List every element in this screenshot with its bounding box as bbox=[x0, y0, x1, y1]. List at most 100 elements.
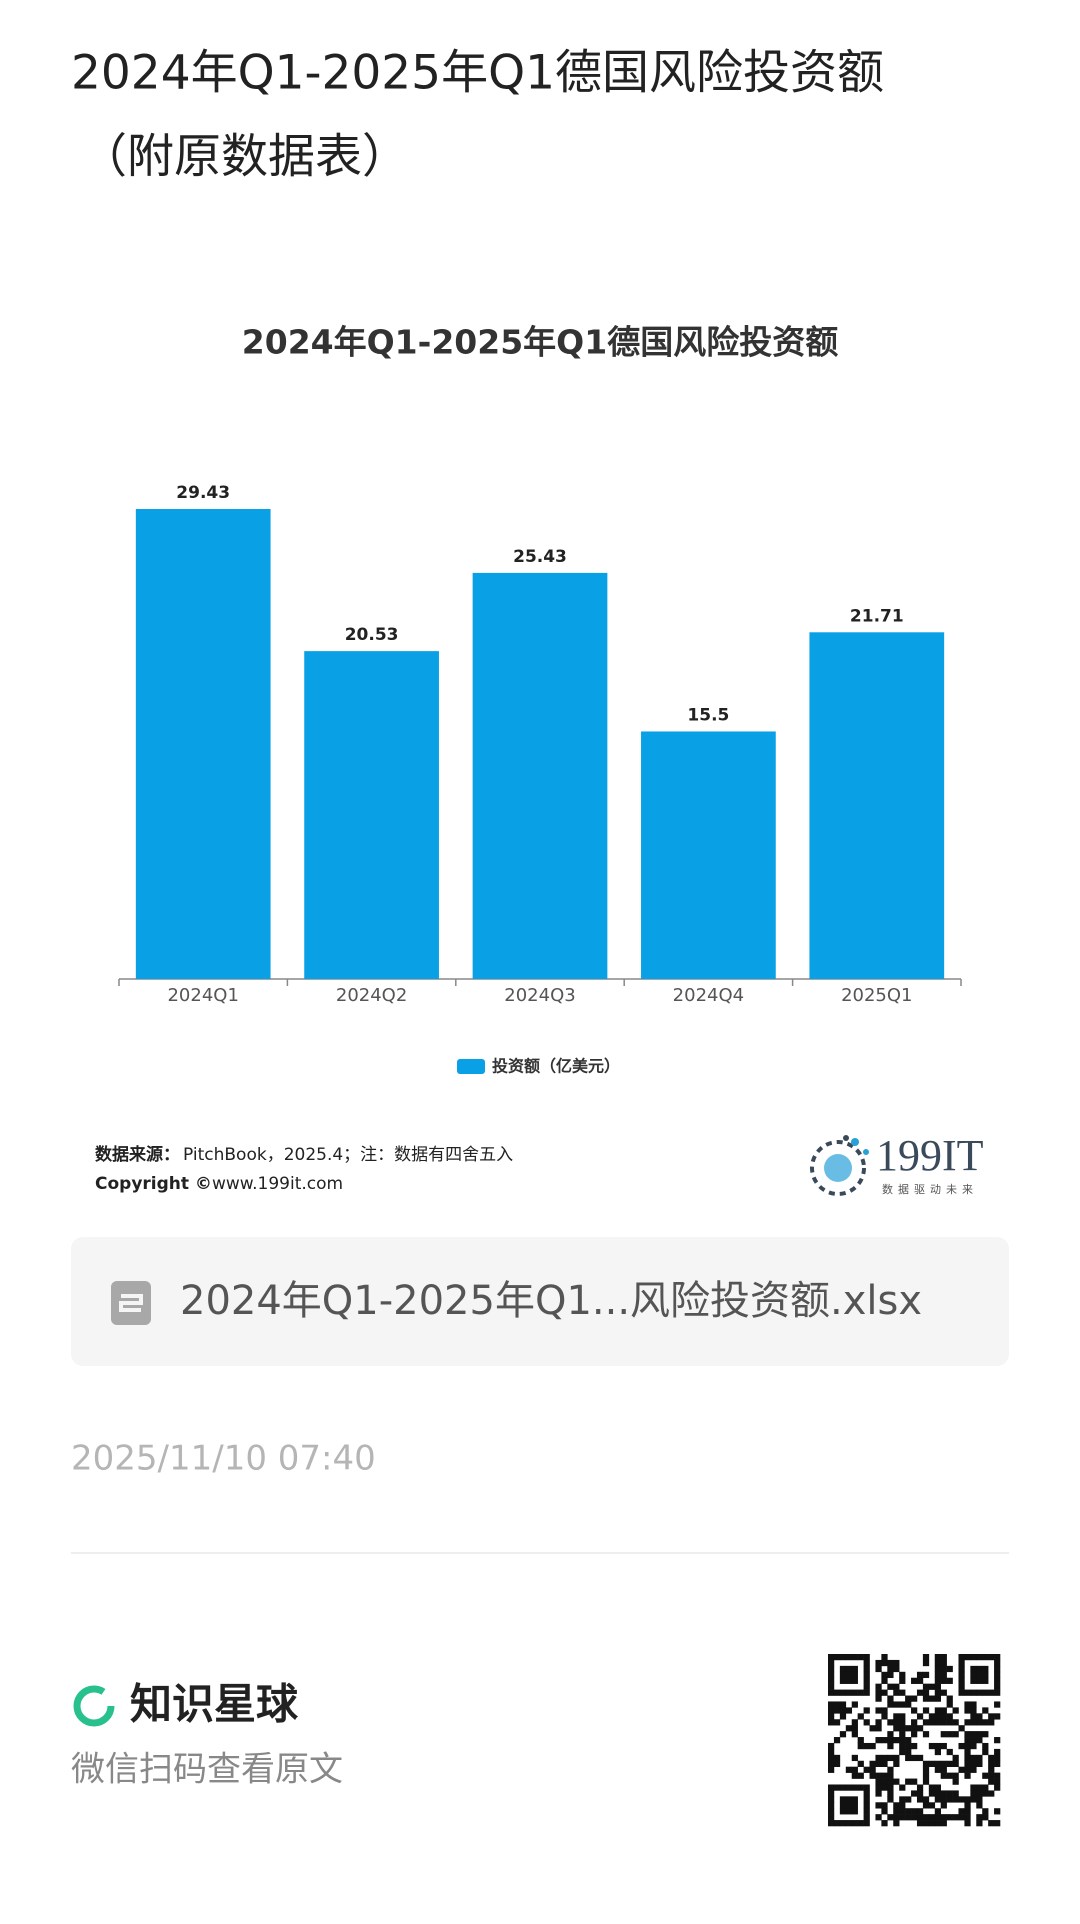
qr-module bbox=[833, 1784, 841, 1791]
qr-module bbox=[899, 1719, 906, 1726]
qr-module bbox=[839, 1802, 847, 1809]
qr-module bbox=[875, 1719, 882, 1726]
qr-module bbox=[905, 1748, 912, 1756]
qr-module bbox=[863, 1677, 870, 1684]
qr-module bbox=[887, 1719, 894, 1726]
timestamp: 2025/11/10 07:40 bbox=[71, 1439, 376, 1479]
qr-module bbox=[863, 1820, 870, 1827]
qr-module bbox=[976, 1671, 983, 1679]
qr-module bbox=[940, 1671, 947, 1679]
qr-module bbox=[994, 1659, 1001, 1667]
chart-title: 2024年Q1-2025年Q1德国风险投资额 bbox=[242, 323, 838, 362]
qr-module bbox=[988, 1713, 995, 1720]
qr-module bbox=[881, 1689, 888, 1696]
qr-module bbox=[828, 1820, 835, 1827]
qr-module bbox=[899, 1713, 906, 1720]
qr-module bbox=[988, 1772, 995, 1779]
qr-module bbox=[976, 1820, 983, 1827]
qr-module bbox=[970, 1677, 977, 1684]
qr-module bbox=[911, 1742, 918, 1750]
qr-module bbox=[857, 1742, 864, 1750]
qr-module bbox=[828, 1760, 835, 1767]
data-label: 20.53 bbox=[345, 625, 399, 645]
qr-module bbox=[863, 1683, 870, 1690]
qr-module bbox=[946, 1760, 953, 1767]
qr-module bbox=[869, 1725, 876, 1732]
qr-module bbox=[881, 1772, 888, 1779]
qr-module bbox=[893, 1802, 900, 1809]
qr-module bbox=[940, 1820, 947, 1827]
qr-module bbox=[970, 1742, 977, 1750]
qr-module bbox=[887, 1737, 894, 1744]
qr-module bbox=[964, 1707, 971, 1714]
qr-module bbox=[958, 1677, 965, 1684]
qr-module bbox=[970, 1713, 977, 1720]
qr-module bbox=[988, 1820, 995, 1827]
qr-module bbox=[828, 1766, 835, 1773]
qr-module bbox=[952, 1814, 959, 1821]
qr-module bbox=[851, 1671, 858, 1679]
qr-module bbox=[976, 1737, 983, 1744]
qr-module bbox=[922, 1719, 930, 1726]
qr-module bbox=[970, 1719, 977, 1726]
qr-module bbox=[899, 1671, 906, 1679]
qr-module bbox=[994, 1737, 1001, 1744]
qr-module bbox=[845, 1665, 853, 1673]
x-tick-label: 2024Q1 bbox=[167, 985, 238, 1006]
qr-module bbox=[839, 1731, 847, 1738]
data-label: 15.5 bbox=[687, 705, 729, 725]
qr-module bbox=[958, 1766, 965, 1773]
qr-module bbox=[881, 1671, 888, 1679]
qr-module bbox=[845, 1808, 853, 1815]
qr-module bbox=[958, 1725, 965, 1732]
qr-module bbox=[845, 1820, 853, 1827]
qr-module bbox=[928, 1719, 936, 1726]
qr-module bbox=[994, 1677, 1001, 1684]
qr-module bbox=[881, 1754, 888, 1762]
qr-module bbox=[964, 1820, 971, 1827]
qr-module bbox=[946, 1713, 953, 1720]
qr-module bbox=[899, 1796, 906, 1803]
qr-module bbox=[940, 1689, 947, 1696]
qr-module bbox=[958, 1654, 965, 1661]
qr-module bbox=[946, 1772, 953, 1779]
logo-name: 199IT bbox=[876, 1131, 984, 1180]
qr-module bbox=[833, 1737, 841, 1744]
qr-module bbox=[946, 1790, 953, 1797]
qr-module bbox=[857, 1820, 864, 1827]
qr-module bbox=[899, 1784, 906, 1791]
qr-module bbox=[875, 1790, 882, 1797]
qr-module bbox=[934, 1796, 941, 1803]
qr-module bbox=[934, 1820, 941, 1827]
qr-module bbox=[922, 1683, 930, 1690]
qr-module bbox=[863, 1665, 870, 1673]
qr-module bbox=[887, 1731, 894, 1738]
qr-module bbox=[934, 1677, 941, 1684]
qr-module bbox=[887, 1701, 894, 1708]
qr-module bbox=[946, 1701, 953, 1708]
qr-module bbox=[845, 1671, 853, 1679]
qr-module bbox=[970, 1671, 977, 1679]
qr-module bbox=[893, 1814, 900, 1821]
qr-module bbox=[857, 1784, 864, 1791]
qr-module bbox=[946, 1814, 953, 1821]
qr-module bbox=[828, 1707, 835, 1714]
qr-module bbox=[851, 1772, 858, 1779]
qr-module bbox=[899, 1814, 906, 1821]
qr-module bbox=[875, 1772, 882, 1779]
attachment-name[interactable]: 2024年Q1-2025年Q1...风险投资额.xlsx bbox=[180, 1278, 922, 1324]
qr-module bbox=[869, 1742, 876, 1750]
qr-module bbox=[845, 1725, 853, 1732]
attachment-card[interactable] bbox=[71, 1237, 1009, 1366]
copyright-label: Copyright © bbox=[95, 1174, 212, 1194]
qr-module bbox=[828, 1814, 835, 1821]
qr-module bbox=[994, 1671, 1001, 1679]
qr-module bbox=[857, 1737, 864, 1744]
qr-module bbox=[887, 1778, 894, 1785]
qr-module bbox=[839, 1808, 847, 1815]
qr-module bbox=[976, 1665, 983, 1673]
qr-module bbox=[934, 1790, 941, 1797]
qr-module bbox=[922, 1659, 930, 1667]
legend-swatch bbox=[457, 1059, 485, 1074]
qr-module bbox=[828, 1802, 835, 1809]
